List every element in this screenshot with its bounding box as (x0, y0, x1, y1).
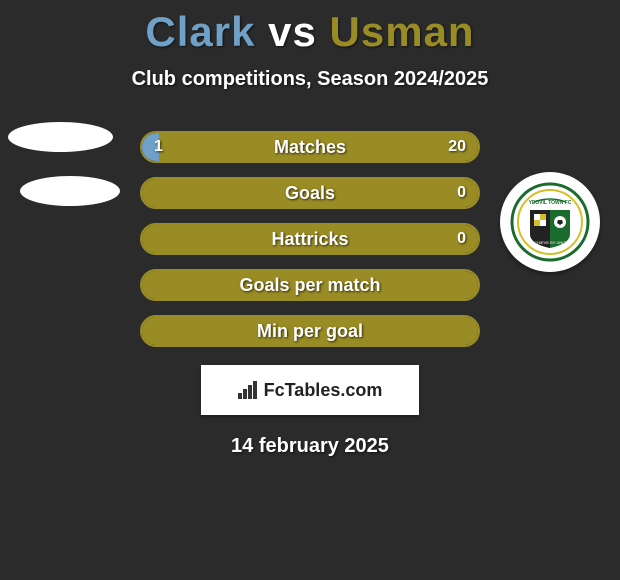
subtitle: Club competitions, Season 2024/2025 (0, 68, 620, 91)
vs-text: vs (268, 8, 317, 55)
brand-card[interactable]: FcTables.com (201, 365, 419, 415)
player1-name: Clark (145, 8, 255, 55)
bar-value-right: 0 (457, 230, 466, 248)
stat-bar-goals-per-match: Goals per match (140, 269, 480, 301)
bar-value-right: 20 (448, 138, 466, 156)
bar-value-left: 1 (154, 138, 163, 156)
stat-bar-goals: Goals 0 (140, 177, 480, 209)
date-text: 14 february 2025 (0, 435, 620, 458)
svg-text:ACHIEVE BY UNITY: ACHIEVE BY UNITY (531, 240, 568, 245)
stat-bars: Matches 1 20 Goals 0 Hattricks 0 Goals per matc… (140, 131, 480, 347)
bar-label: Goals per match (239, 275, 380, 296)
svg-text:YEOVIL TOWN FC: YEOVIL TOWN FC (529, 200, 572, 206)
player2-club-badge: YEOVIL TOWN FC ACHIEVE BY UNITY (500, 172, 600, 272)
bar-label: Min per goal (257, 321, 363, 342)
bar-label: Hattricks (271, 229, 348, 250)
comparison-title: Clark vs Usman (0, 0, 620, 56)
player2-name: Usman (330, 8, 475, 55)
bar-value-right: 0 (457, 184, 466, 202)
bar-label: Goals (285, 183, 335, 204)
bar-label: Matches (274, 137, 346, 158)
player1-avatar-placeholder (8, 122, 113, 152)
brand-text: FcTables.com (264, 380, 383, 401)
stat-bar-matches: Matches 1 20 (140, 131, 480, 163)
player1-club-placeholder (20, 176, 120, 206)
bars-icon (238, 381, 260, 399)
stat-bar-hattricks: Hattricks 0 (140, 223, 480, 255)
stat-bar-min-per-goal: Min per goal (140, 315, 480, 347)
club-crest-icon: YEOVIL TOWN FC ACHIEVE BY UNITY (510, 182, 590, 262)
